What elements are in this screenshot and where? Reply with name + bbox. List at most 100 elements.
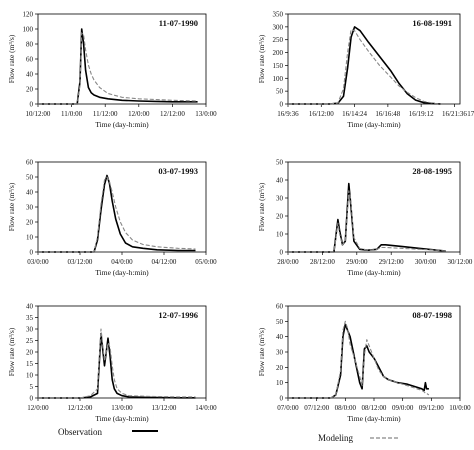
x-tick-label: 16/12:00 [309,110,334,118]
y-tick-label: 10 [276,231,284,239]
x-tick-label: 11/12:00 [93,110,118,118]
y-tick-label: 20 [26,86,34,94]
x-tick-label: 16/21:36 [442,110,467,118]
y-axis-title: Flow rate (m³/s) [257,327,266,376]
x-tick-label: 07/0:00 [277,404,299,412]
x-tick-label: 29/0:00 [346,258,368,266]
x-tick-label: 03/12:00 [68,258,93,266]
panel-date-label: 12-07-1996 [158,310,198,320]
panel-date-label: 03-07-1993 [158,166,198,176]
y-tick-label: 0 [280,395,284,403]
y-tick-label: 30 [26,326,34,334]
x-tick-label: 29/12:00 [379,258,404,266]
x-tick-label: 11/0:00 [61,110,83,118]
x-tick-label: 09/12:00 [419,404,444,412]
x-tick-label: 10/0:00 [449,404,471,412]
y-axis-title: Flow rate (m³/s) [7,327,16,376]
panel-2: 0 50 100 150 200 250 300 350 16/9:36 16/12:00 16/1… [257,11,474,130]
y-tick-label: 10 [276,379,284,387]
y-axis-title: Flow rate (m³/s) [257,34,266,83]
y-tick-label: 10 [26,234,34,242]
y-tick-label: 300 [273,23,284,31]
x-tick-label: 13/0:00 [195,110,217,118]
modeling-line [288,28,441,105]
y-axis-title: Flow rate (m³/s) [7,182,16,231]
panel-date-label: 28-08-1995 [412,166,452,176]
x-tick-label: 08/12:00 [362,404,387,412]
x-tick-label: 12/12:00 [68,404,93,412]
y-tick-label: 20 [26,219,34,227]
y-tick-label: 25 [26,337,34,345]
x-tick-label: 12/0:00 [27,404,49,412]
observation-line [288,323,429,399]
x-tick-label: 14/0:00 [195,404,217,412]
x-axis-title: Time (day-h:min) [347,268,401,277]
y-tick-label: 35 [26,314,34,322]
observation-line [288,26,441,105]
x-axis-title: Time (day-h:min) [95,414,149,423]
x-tick-label: 13/12:00 [152,404,177,412]
x-tick-label: 17/0:00 [467,110,474,118]
x-tick-label: 28/0:00 [277,258,299,266]
x-tick-label: 16/19:12 [409,110,434,118]
x-tick-label: 07/12:00 [304,404,329,412]
panel-3: 0 10 20 30 40 50 60 03/0:00 03/12:00 04/0:00 04/12… [7,159,217,278]
x-axis-title: Time (day-h:min) [347,414,401,423]
x-tick-label: 05/0:00 [195,258,217,266]
x-tick-label: 03/0:00 [27,258,49,266]
observation-line [288,182,446,253]
modeling-line [288,320,430,399]
y-tick-label: 350 [273,11,284,19]
y-tick-label: 20 [276,213,284,221]
y-tick-label: 30 [276,195,284,203]
plot-frame [287,13,461,105]
x-tick-label: 12/12:00 [160,110,185,118]
y-tick-label: 0 [280,249,284,257]
x-tick-label: 10/12:00 [26,110,51,118]
x-tick-label: 12/0:00 [128,110,150,118]
y-tick-label: 15 [26,360,34,368]
y-tick-label: 250 [273,36,284,44]
x-tick-label: 30/0:00 [415,258,437,266]
y-tick-label: 60 [276,303,284,311]
y-tick-label: 5 [30,383,34,391]
panel-5: 0 5 10 15 20 25 30 35 40 12/0:00 12/12:00 13/0:00 13… [7,303,217,424]
y-tick-label: 10 [26,372,34,380]
x-tick-label: 08/0:00 [335,404,357,412]
y-axis-title: Flow rate (m³/s) [257,182,266,231]
x-axis-title: Time (day-h:min) [95,268,149,277]
x-axis-title: Time (day-h:min) [95,120,149,129]
x-tick-label: 04/12:00 [152,258,177,266]
y-tick-label: 30 [276,349,284,357]
x-tick-label: 16/16:48 [375,110,400,118]
panel-date-label: 11-07-1990 [159,18,198,28]
y-tick-label: 0 [30,101,34,109]
modeling-line [38,328,196,399]
y-tick-label: 50 [276,88,284,96]
y-tick-label: 30 [26,204,34,212]
x-tick-label: 09/0:00 [392,404,414,412]
legend: Observation Modeling [58,427,400,443]
y-tick-label: 20 [26,349,34,357]
plot-frame [287,161,461,253]
x-tick-label: 04/0:00 [111,258,133,266]
y-axis-title: Flow rate (m³/s) [7,34,16,83]
y-tick-label: 60 [26,159,34,167]
y-tick-label: 40 [26,189,34,197]
y-tick-label: 0 [30,249,34,257]
modeling-line [288,190,446,253]
y-tick-label: 40 [26,71,34,79]
y-tick-label: 60 [26,56,34,64]
y-tick-label: 150 [273,62,284,70]
y-tick-label: 100 [23,26,34,34]
panel-4: 0 10 20 30 40 50 28/0:00 28/12:00 29/0:00 29/12:0… [257,159,473,278]
y-tick-label: 120 [23,11,34,19]
observation-line [38,28,198,105]
y-tick-label: 40 [26,303,34,311]
y-tick-label: 100 [273,75,284,83]
x-tick-label: 28/12:00 [310,258,335,266]
legend-modeling-label: Modeling [318,433,353,443]
observation-line [38,174,196,253]
